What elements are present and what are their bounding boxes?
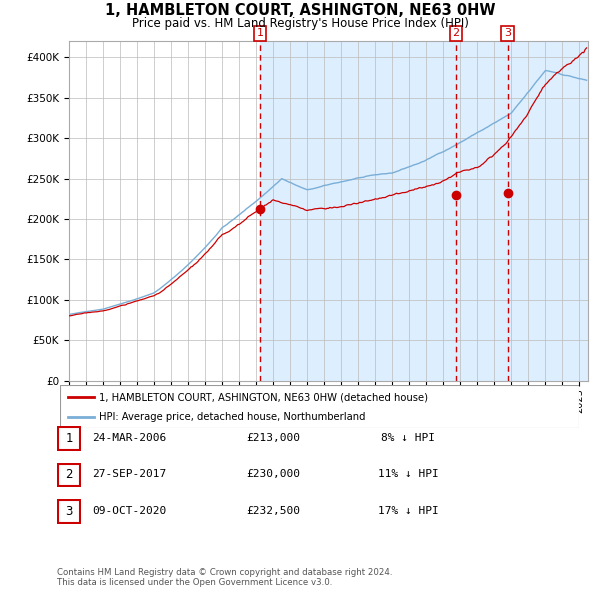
Text: 27-SEP-2017: 27-SEP-2017 (92, 470, 166, 479)
Text: 2: 2 (452, 28, 460, 38)
Text: Contains HM Land Registry data © Crown copyright and database right 2024.
This d: Contains HM Land Registry data © Crown c… (57, 568, 392, 587)
Text: 3: 3 (65, 505, 73, 518)
Text: 1: 1 (257, 28, 263, 38)
Text: 2: 2 (65, 468, 73, 481)
Text: 11% ↓ HPI: 11% ↓ HPI (377, 470, 439, 479)
Text: 09-OCT-2020: 09-OCT-2020 (92, 506, 166, 516)
Text: HPI: Average price, detached house, Northumberland: HPI: Average price, detached house, Nort… (99, 412, 365, 422)
Text: 8% ↓ HPI: 8% ↓ HPI (381, 433, 435, 442)
Text: Price paid vs. HM Land Registry's House Price Index (HPI): Price paid vs. HM Land Registry's House … (131, 17, 469, 30)
Text: 3: 3 (504, 28, 511, 38)
Text: £230,000: £230,000 (246, 470, 300, 479)
Text: £232,500: £232,500 (246, 506, 300, 516)
Text: 17% ↓ HPI: 17% ↓ HPI (377, 506, 439, 516)
Bar (260, 41, 588, 381)
Text: 1, HAMBLETON COURT, ASHINGTON, NE63 0HW (detached house): 1, HAMBLETON COURT, ASHINGTON, NE63 0HW … (99, 392, 428, 402)
Text: 1: 1 (65, 432, 73, 445)
Text: 1, HAMBLETON COURT, ASHINGTON, NE63 0HW: 1, HAMBLETON COURT, ASHINGTON, NE63 0HW (105, 3, 495, 18)
Text: 24-MAR-2006: 24-MAR-2006 (92, 433, 166, 442)
Text: £213,000: £213,000 (246, 433, 300, 442)
